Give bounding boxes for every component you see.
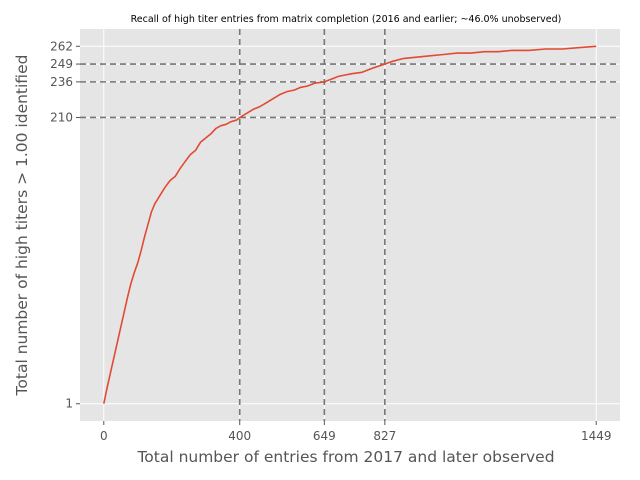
series-line-0: [103, 45, 597, 404]
x-tick-label-3: 827: [373, 429, 396, 443]
x-axis-label: Total number of entries from 2017 and la…: [136, 448, 554, 466]
x-tick-label-1: 400: [228, 429, 251, 443]
y-axis-label: Total number of high titers > 1.00 ident…: [13, 55, 31, 397]
chart-title: Recall of high titer entries from matrix…: [131, 14, 562, 25]
reference-lines: [80, 29, 620, 421]
plot-area: [80, 29, 620, 421]
y-tick-label-4: 262: [50, 39, 73, 53]
x-tick-label-0: 0: [100, 429, 108, 443]
x-tick-label-4: 1449: [581, 429, 612, 443]
y-axis-ticks: 1 210 236 249 262: [50, 39, 80, 411]
y-tick-label-3: 249: [50, 57, 73, 71]
y-tick-label-1: 210: [50, 110, 73, 124]
x-tick-label-2: 649: [313, 429, 336, 443]
series-layer: [103, 45, 597, 404]
y-tick-label-0: 1: [65, 397, 73, 411]
x-axis-ticks: 0 400 649 827 1449: [100, 421, 612, 443]
y-tick-label-2: 236: [50, 75, 73, 89]
